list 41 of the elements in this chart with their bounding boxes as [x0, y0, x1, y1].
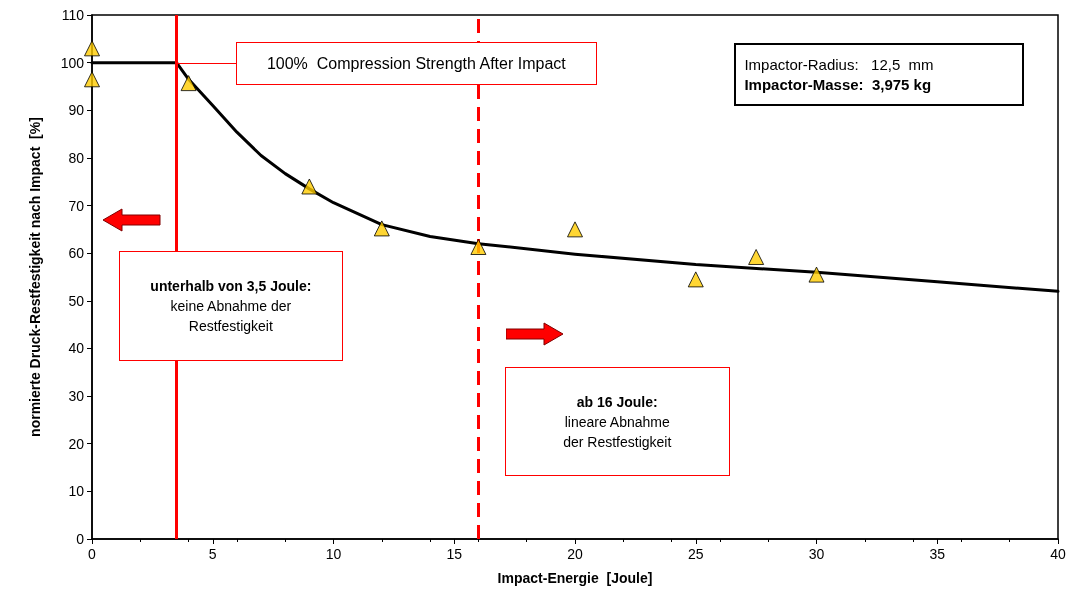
- y-tick-label: 100: [60, 54, 85, 71]
- note-box: ab 16 Joule: lineare Abnahme der Restfestigkeit: [504, 367, 730, 477]
- y-tick-label: 80: [68, 149, 85, 166]
- note-box: 100% Compression Strength After Impact: [235, 42, 597, 85]
- point: [567, 221, 583, 238]
- y-tick-label: 40: [68, 340, 85, 357]
- point: [470, 238, 487, 255]
- x-tick-label: 35: [929, 546, 946, 562]
- x-tick-label: 25: [687, 546, 704, 562]
- x-tick-label: 40: [1050, 546, 1066, 562]
- annotation: Impactor-Radius: 12,5 mm Impactor-Masse: 3,975 kg: [744, 54, 934, 95]
- point: [687, 271, 704, 288]
- y-tick-label: 110: [61, 7, 85, 23]
- x-tick-label: 0: [88, 546, 97, 562]
- y-tick-label: 70: [68, 197, 85, 214]
- point: [84, 71, 100, 88]
- x-tick-label: 20: [567, 546, 583, 562]
- point: [748, 248, 765, 265]
- x-tick-label: 5: [208, 546, 217, 562]
- y-tick-label: 0: [76, 531, 85, 547]
- annotation: ab 16 Joule: lineare Abnahme der Restfestigkeit: [563, 392, 672, 452]
- annotation: unterhalb von 3,5 Joule: keine Abnahme der Restfestigkeit: [150, 276, 312, 336]
- x-axis-title: Impact-Energie [Joule]: [497, 570, 653, 586]
- annotation: 100% Compression Strength After Impact: [266, 53, 566, 74]
- point: [180, 75, 197, 92]
- x-tick-label: 30: [808, 546, 825, 562]
- point: [373, 220, 390, 237]
- x-tick-label: 10: [325, 546, 342, 562]
- note-box: unterhalb von 3,5 Joule: keine Abnahme der Restfestigkeit: [118, 250, 344, 361]
- y-tick-label: 20: [68, 435, 85, 452]
- point: [808, 266, 825, 283]
- y-axis-title: normierte Druck-Restfestigkeit nach Impact [%]: [27, 117, 43, 437]
- y-tick-label: 10: [68, 483, 85, 500]
- point: [84, 40, 100, 57]
- note-box: Impactor-Radius: 12,5 mm Impactor-Masse: 3,975 kg: [734, 43, 1025, 106]
- y-tick-label: 60: [68, 245, 85, 262]
- y-tick-label: 50: [68, 292, 85, 309]
- x-tick-label: 15: [446, 546, 463, 562]
- point: [301, 178, 318, 195]
- y-tick-label: 30: [68, 388, 85, 405]
- y-tick-label: 90: [68, 102, 85, 119]
